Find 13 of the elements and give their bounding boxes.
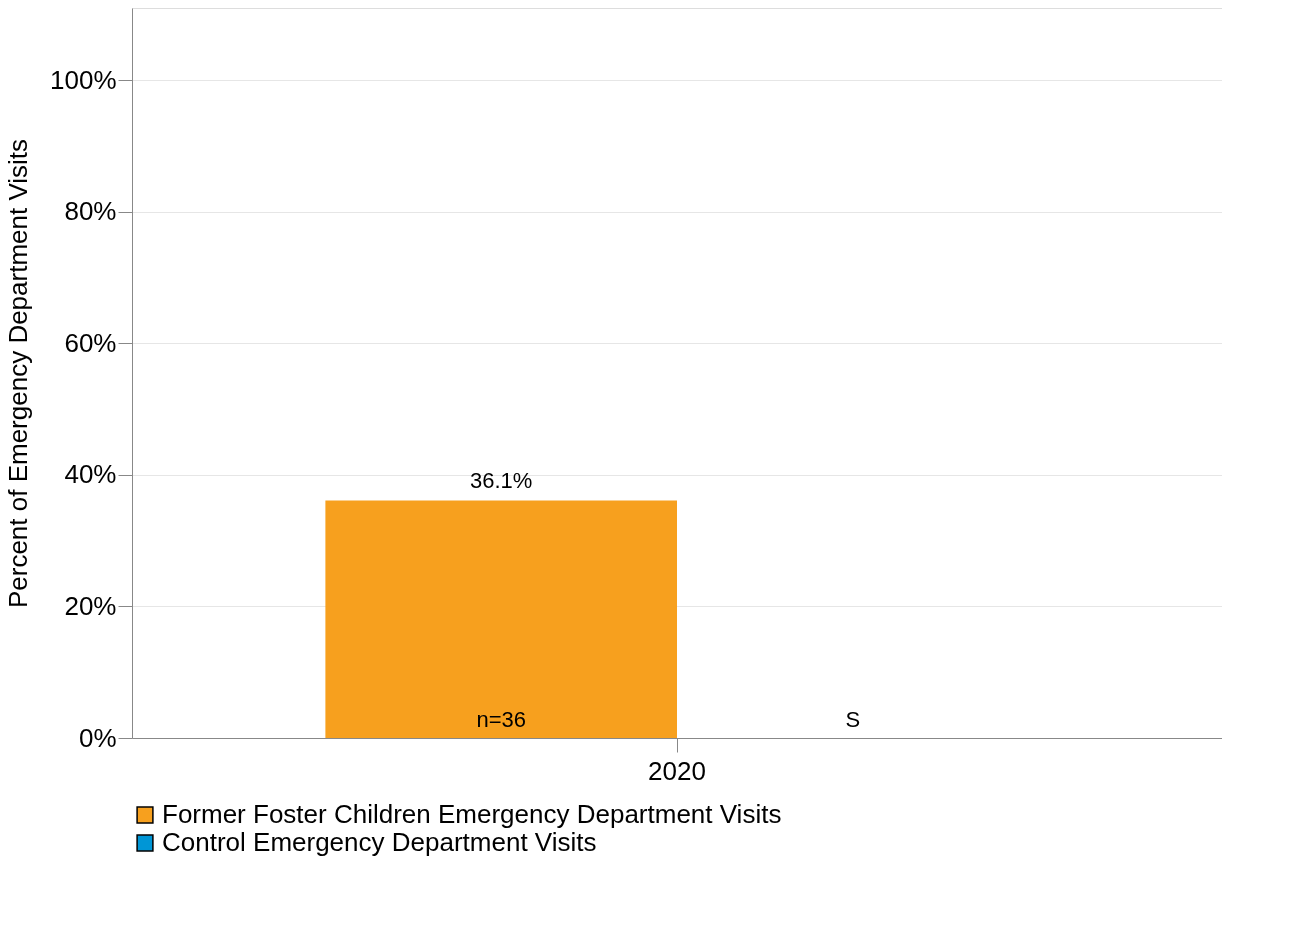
y-tick-label: 0% [78,722,117,753]
legend-label: Former Foster Children Emergency Department Visits [162,799,782,829]
data-label: 36.1% [470,467,533,493]
y-tick-label: 20% [64,590,117,621]
legend-label: Control Emergency Department Visits [162,827,597,857]
y-tick-label: 60% [64,327,117,358]
y-tick-label: 100% [50,64,117,95]
annotation: n=36 [476,707,526,732]
y-tick-label: 80% [64,196,117,227]
y-tick-label: 40% [64,459,117,490]
y-axis-title: Percent of Emergency Department Visits [3,138,33,609]
x-tick-label: 2020 [648,755,706,786]
annotation: S [845,707,861,732]
